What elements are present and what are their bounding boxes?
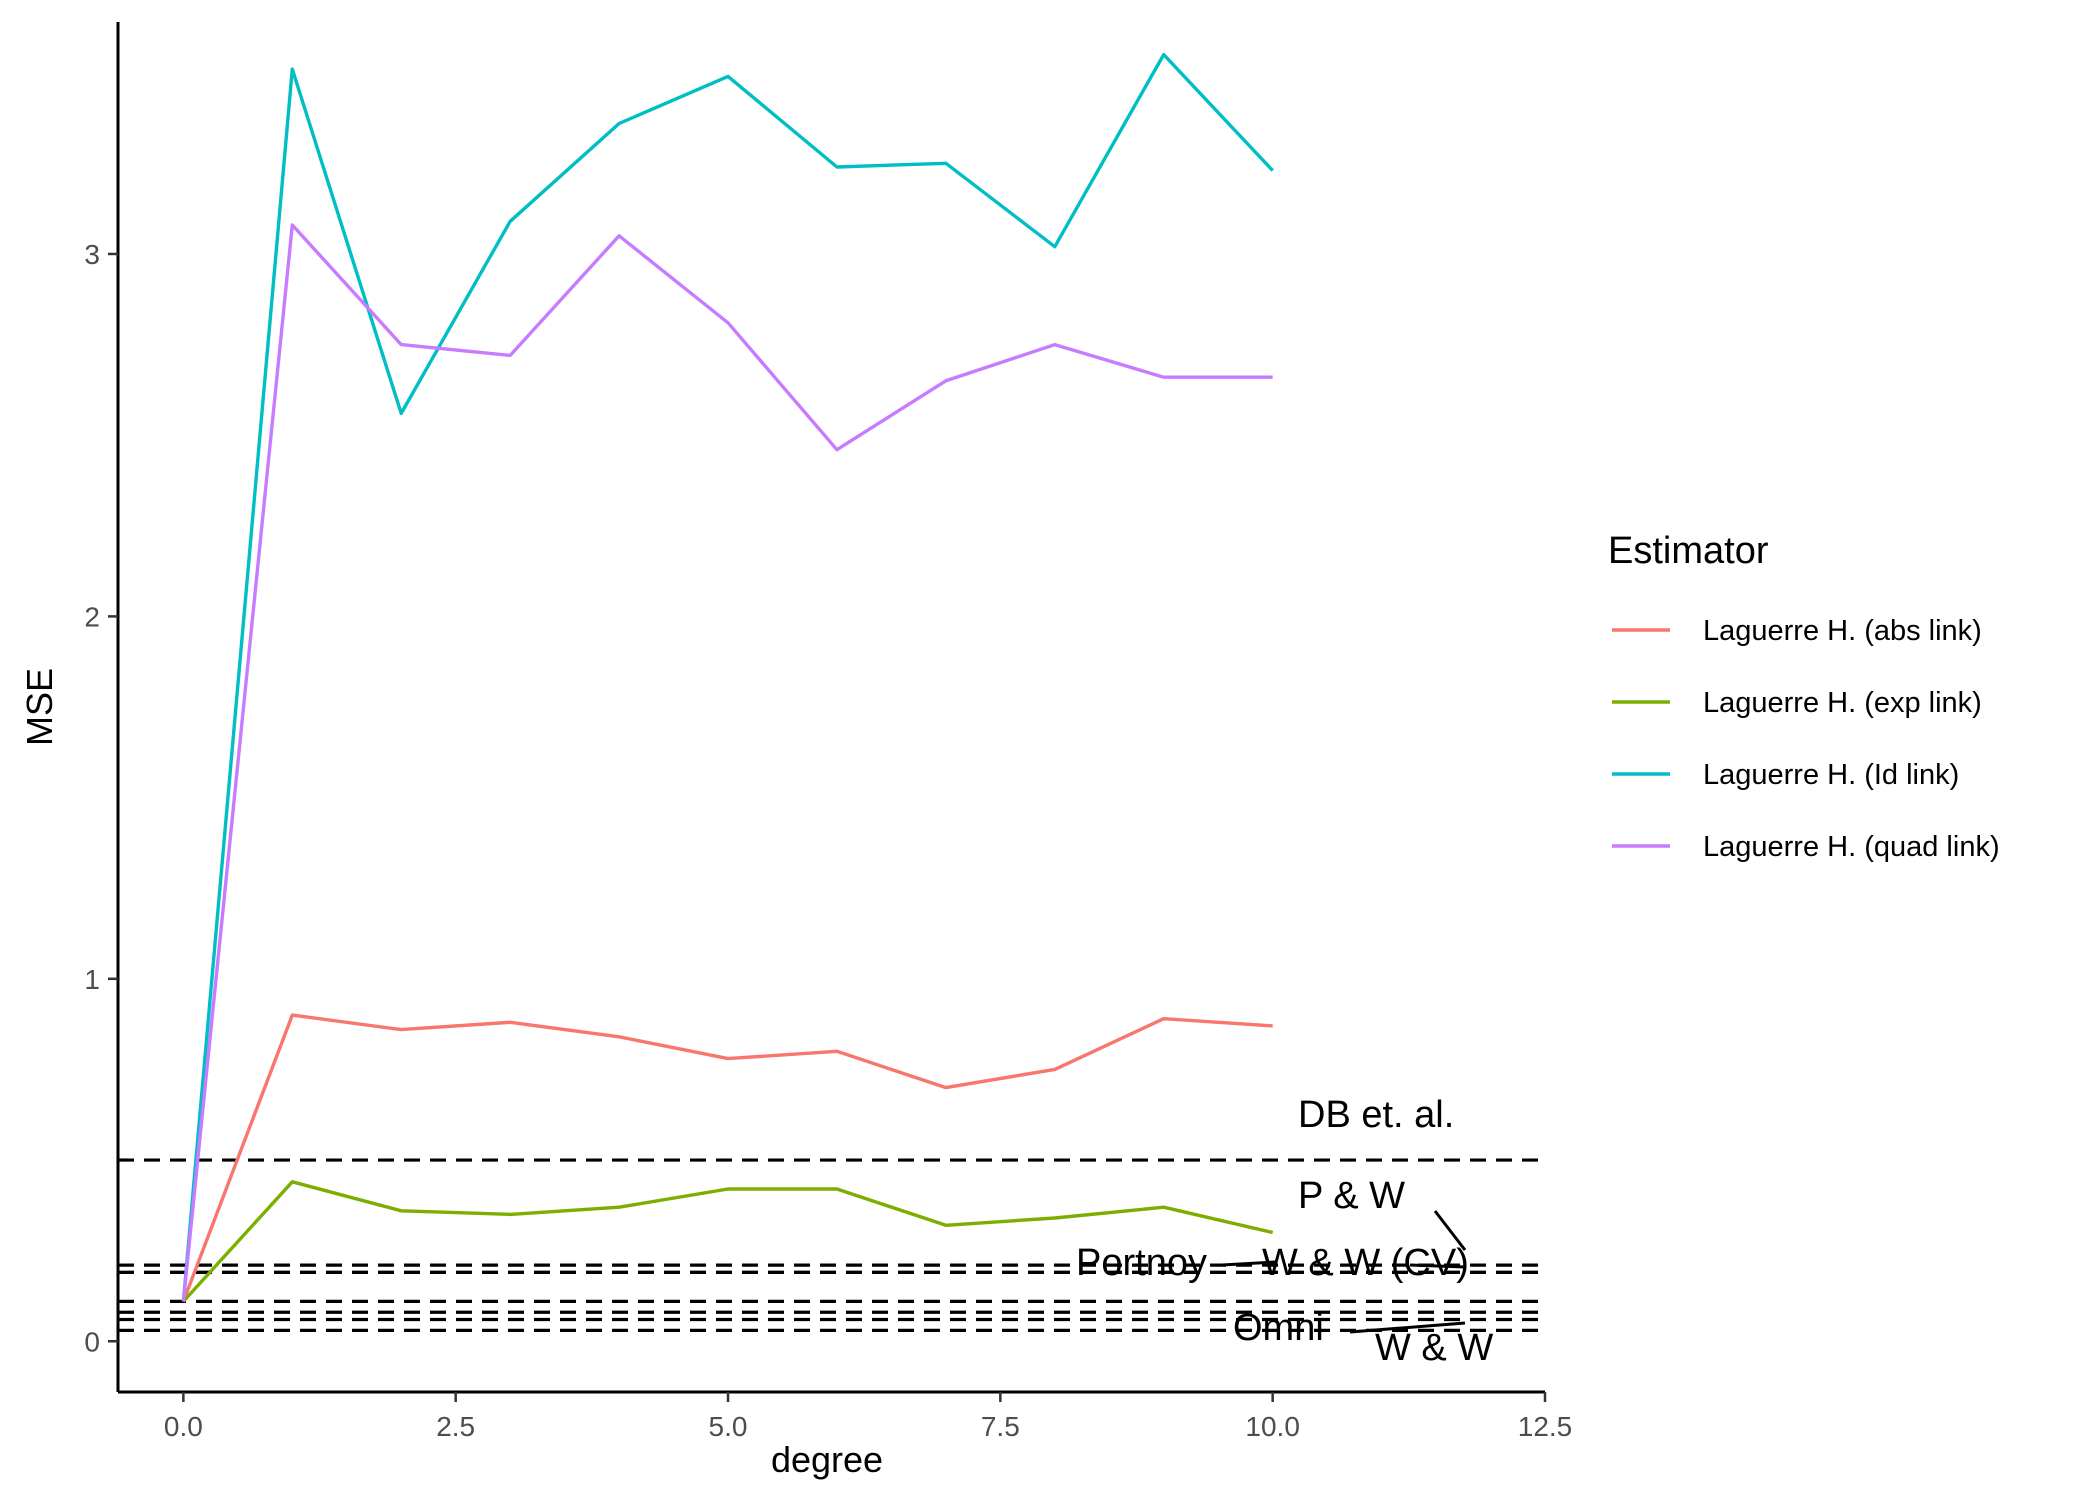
reference-lines: [118, 1158, 1545, 1332]
y-tick-label: 0: [84, 1326, 100, 1357]
reference-label-5: Omni: [1233, 1307, 1324, 1349]
y-tick-label: 3: [84, 239, 100, 270]
reference-label-4: Portnoy: [1076, 1242, 1207, 1284]
reference-label-3: W & W (CV): [1262, 1242, 1469, 1284]
reference-label-leader-5: [1349, 1321, 1466, 1334]
reference-labels: DB et. al. P & W W & W (CV) Portnoy Omni W & …: [1076, 1094, 1493, 1369]
x-tick-label: 7.5: [981, 1411, 1020, 1442]
legend-title: Estimator: [1608, 530, 1769, 572]
reference-label-leader-3: [1409, 1263, 1466, 1269]
reference-label-leader-2: [1433, 1210, 1467, 1251]
reference-label-2: P & W: [1298, 1175, 1405, 1217]
x-tick-label: 12.5: [1518, 1411, 1573, 1442]
series-line-1: [181, 1013, 1273, 1303]
x-axis-title: degree: [771, 1439, 883, 1480]
series-line-3: [181, 52, 1274, 1302]
y-tick-label: 1: [84, 964, 100, 995]
x-tick-label: 5.0: [709, 1411, 748, 1442]
series-line-2: [182, 1180, 1274, 1303]
series-line-4: [181, 223, 1273, 1302]
legend-label-3: Laguerre H. (Id link): [1703, 759, 1959, 791]
legend-label-1: Laguerre H. (abs link): [1703, 615, 1982, 647]
y-tick-label: 2: [84, 601, 100, 632]
x-tick-label: 10.0: [1245, 1411, 1300, 1442]
legend-label-2: Laguerre H. (exp link): [1703, 687, 1982, 719]
series-lines: [181, 52, 1274, 1303]
legend: Estimator Laguerre H. (abs link) Laguerre…: [1608, 530, 2000, 863]
reference-label-leader-4: [1221, 1260, 1276, 1267]
y-axis-title: MSE: [19, 668, 60, 746]
legend-label-4: Laguerre H. (quad link): [1703, 831, 2000, 863]
x-tick-label: 2.5: [436, 1411, 475, 1442]
reference-label-1: DB et. al.: [1298, 1094, 1454, 1136]
x-tick-label: 0.0: [164, 1411, 203, 1442]
reference-label-6: W & W: [1375, 1327, 1493, 1369]
axes: 0.0 2.5 5.0 7.5 10.0 12.5 0 1 2 3: [84, 22, 1572, 1442]
